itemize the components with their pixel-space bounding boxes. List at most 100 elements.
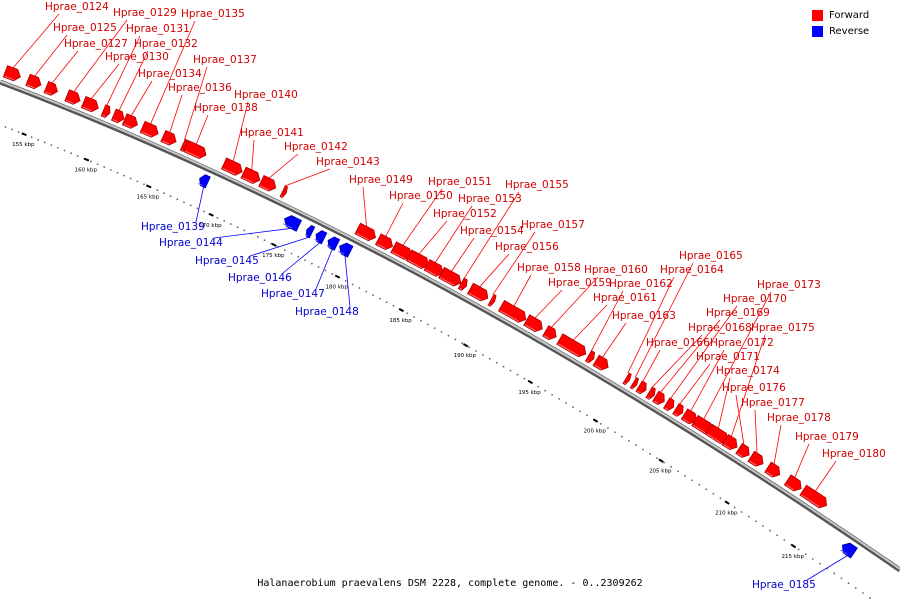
gene-label[interactable]: Hprae_0124 [45,1,109,13]
gene-arrow-Hprae_0159[interactable] [523,314,546,334]
gene-arrow-Hprae_0169[interactable] [652,390,668,406]
gene-arrow-Hprae_0155[interactable] [457,277,469,291]
gene-arrow-Hprae_0143[interactable] [279,185,289,199]
gene-label[interactable]: Hprae_0159 [548,277,612,289]
gene-arrow-Hprae_0135[interactable] [139,120,160,139]
gene-arrow-Hprae_0150[interactable] [374,233,396,252]
gene-label[interactable]: Hprae_0148 [295,306,359,318]
gene-label[interactable]: Hprae_0180 [822,448,886,460]
gene-label[interactable]: Hprae_0143 [316,156,380,168]
gene-label[interactable]: Hprae_0131 [126,23,190,35]
gene-arrow-Hprae_0141[interactable] [240,166,262,186]
gene-label[interactable]: Hprae_0141 [240,127,304,139]
gene-arrow-Hprae_0158[interactable] [497,299,528,324]
gene-arrow-Hprae_0138[interactable] [183,140,209,161]
gene-label[interactable]: Hprae_0150 [389,190,453,202]
gene-arrow-Hprae_0179[interactable] [783,474,804,494]
gene-label[interactable]: Hprae_0151 [428,176,492,188]
gene-label[interactable]: Hprae_0178 [767,412,831,424]
gene-label[interactable]: Hprae_0176 [722,382,786,394]
gene-label[interactable]: Hprae_0146 [228,272,292,284]
gene-arrow-Hprae_0148[interactable] [337,241,354,258]
gene-arrow-Hprae_0124[interactable] [2,65,22,83]
gene-label[interactable]: Hprae_0162 [609,278,673,290]
gene-label[interactable]: Hprae_0152 [433,208,497,220]
gene-arrow-Hprae_0145[interactable] [304,224,316,239]
gene-arrow-Hprae_0164[interactable] [622,372,633,386]
gene-arrow-Hprae_0125[interactable] [25,73,43,90]
gene-label[interactable]: Hprae_0173 [757,279,821,291]
gene-label[interactable]: Hprae_0140 [234,89,298,101]
gene-label[interactable]: Hprae_0160 [584,264,648,276]
gene-arrow-Hprae_0127[interactable] [43,80,60,98]
gene-arrow-Hprae_0152[interactable] [405,249,431,271]
gene-label[interactable]: Hprae_0145 [195,255,259,267]
gene-label[interactable]: Hprae_0179 [795,431,859,443]
gene-label[interactable]: Hprae_0125 [53,22,117,34]
gene-label[interactable]: Hprae_0154 [460,225,524,237]
gene-label[interactable]: Hprae_0169 [706,307,770,319]
gene-label[interactable]: Hprae_0156 [495,241,559,253]
gene-arrow-Hprae_0180[interactable] [799,484,830,510]
gene-arrow-Hprae_0132[interactable] [110,108,126,124]
gene-arrow-Hprae_0146[interactable] [313,229,328,245]
gene-arrow-Hprae_0176[interactable] [735,442,753,460]
gene-arrow-Hprae_0144[interactable] [282,213,303,232]
gene-label[interactable]: Hprae_0130 [105,51,169,63]
gene-arrow-Hprae_0140[interactable] [220,157,245,177]
gene-arrow-Hprae_0172[interactable] [680,408,699,427]
gene-arrow-Hprae_0177[interactable] [747,450,766,469]
gene-label[interactable]: Hprae_0164 [660,264,724,276]
gene-arrow-Hprae_0165[interactable] [629,376,640,390]
gene-arrow-Hprae_0147[interactable] [325,235,341,251]
gene-label[interactable]: Hprae_0171 [696,351,760,363]
gene-label[interactable]: Hprae_0166 [646,337,710,349]
gene-arrow-Hprae_0185[interactable] [839,540,858,559]
gene-label[interactable]: Hprae_0129 [113,7,177,19]
gene-label[interactable]: Hprae_0137 [193,54,257,66]
gene-arrow-Hprae_0166[interactable] [635,380,649,395]
gene-arrow-Hprae_0153[interactable] [423,259,446,279]
gene-arrow-Hprae_0171[interactable] [672,403,686,418]
gene-arrow-Hprae_0149[interactable] [354,222,378,243]
gene-label[interactable]: Hprae_0139 [141,221,205,233]
gene-arrow-Hprae_0130[interactable] [80,95,100,114]
gene-label[interactable]: Hprae_0144 [159,237,223,249]
gene-label[interactable]: Hprae_0142 [284,141,348,153]
gene-label[interactable]: Hprae_0132 [134,38,198,50]
gene-label[interactable]: Hprae_0177 [741,397,805,409]
gene-arrow-Hprae_0134[interactable] [121,113,140,131]
gene-arrow-Hprae_0142[interactable] [258,174,279,194]
gene-label[interactable]: Hprae_0134 [138,68,202,80]
gene-arrow-Hprae_0178[interactable] [764,461,783,480]
gene-label[interactable]: Hprae_0165 [679,250,743,262]
gene-arrow-Hprae_0161[interactable] [556,333,589,359]
gene-arrow-Hprae_0162[interactable] [584,350,596,364]
gene-label[interactable]: Hprae_0170 [723,293,787,305]
gene-label[interactable]: Hprae_0147 [261,288,325,300]
gene-label[interactable]: Hprae_0163 [612,310,676,322]
gene-label[interactable]: Hprae_0155 [505,179,569,191]
gene-arrow-Hprae_0170[interactable] [662,397,677,412]
gene-arrow-Hprae_0154[interactable] [438,266,464,288]
gene-label[interactable]: Hprae_0149 [349,174,413,186]
gene-label[interactable]: Hprae_0168 [688,322,752,334]
gene-label[interactable]: Hprae_0185 [752,579,816,591]
gene-label[interactable]: Hprae_0175 [751,322,815,334]
gene-label[interactable]: Hprae_0135 [181,8,245,20]
gene-label[interactable]: Hprae_0172 [710,337,774,349]
gene-arrow-Hprae_0131[interactable] [100,104,112,119]
gene-label[interactable]: Hprae_0138 [194,102,258,114]
gene-label[interactable]: Hprae_0157 [521,219,585,231]
gene-label[interactable]: Hprae_0174 [716,365,780,377]
gene-label[interactable]: Hprae_0161 [593,292,657,304]
gene-arrow-Hprae_0160[interactable] [542,325,559,342]
gene-arrow-Hprae_0157[interactable] [487,294,497,307]
gene-label[interactable]: Hprae_0158 [517,262,581,274]
gene-arrow-Hprae_0156[interactable] [467,282,491,303]
gene-arrow-Hprae_0129[interactable] [64,89,82,106]
gene-arrow-Hprae_0168[interactable] [645,386,657,400]
gene-arrow-Hprae_0163[interactable] [592,354,611,372]
gene-label[interactable]: Hprae_0153 [458,193,522,205]
gene-label[interactable]: Hprae_0136 [168,82,232,94]
